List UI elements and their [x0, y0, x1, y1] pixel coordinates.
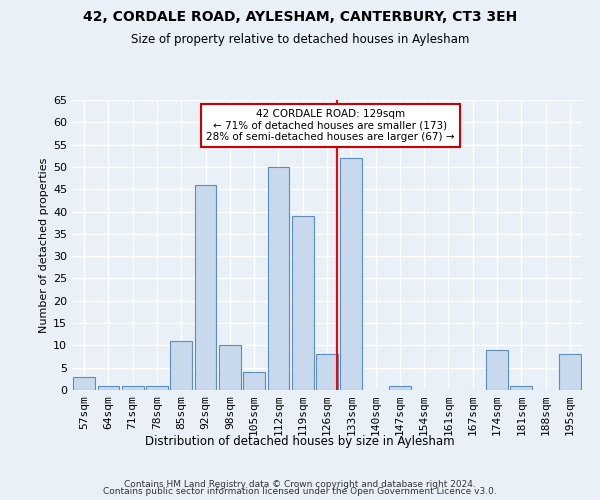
Text: 42 CORDALE ROAD: 129sqm
← 71% of detached houses are smaller (173)
28% of semi-d: 42 CORDALE ROAD: 129sqm ← 71% of detache… [206, 109, 454, 142]
Bar [122, 386, 143, 390]
Text: 42, CORDALE ROAD, AYLESHAM, CANTERBURY, CT3 3EH: 42, CORDALE ROAD, AYLESHAM, CANTERBURY, … [83, 10, 517, 24]
Text: Distribution of detached houses by size in Aylesham: Distribution of detached houses by size … [145, 435, 455, 448]
Text: Size of property relative to detached houses in Aylesham: Size of property relative to detached ho… [131, 32, 469, 46]
Bar [559, 354, 581, 390]
Bar [292, 216, 314, 390]
Y-axis label: Number of detached properties: Number of detached properties [39, 158, 49, 332]
Bar [219, 346, 241, 390]
Bar [170, 341, 192, 390]
Bar [243, 372, 265, 390]
Bar [389, 386, 411, 390]
Bar [340, 158, 362, 390]
Bar [316, 354, 338, 390]
Text: Contains public sector information licensed under the Open Government Licence v3: Contains public sector information licen… [103, 488, 497, 496]
Bar [486, 350, 508, 390]
Bar [73, 376, 95, 390]
Bar [194, 185, 217, 390]
Bar [511, 386, 532, 390]
Text: Contains HM Land Registry data © Crown copyright and database right 2024.: Contains HM Land Registry data © Crown c… [124, 480, 476, 489]
Bar [97, 386, 119, 390]
Bar [268, 167, 289, 390]
Bar [146, 386, 168, 390]
